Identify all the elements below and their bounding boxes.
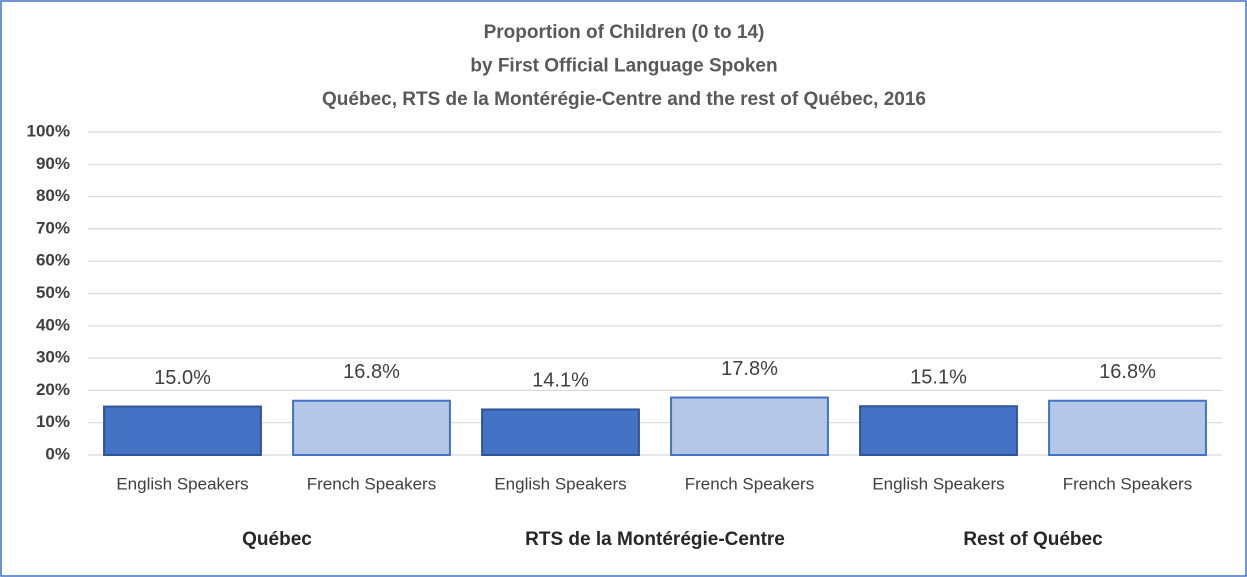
bar [103, 405, 262, 456]
group-label: RTS de la Montérégie-Centre [525, 529, 785, 550]
data-label: 15.0% [154, 367, 211, 389]
data-label: 16.8% [1099, 361, 1156, 383]
bar [859, 405, 1018, 456]
x-tick-label: English Speakers [116, 474, 248, 493]
y-tick-label: 90% [36, 154, 70, 173]
y-tick-label: 30% [36, 348, 70, 367]
x-tick-label: French Speakers [685, 474, 814, 493]
bar [670, 396, 829, 457]
y-tick-label: 0% [45, 444, 70, 463]
y-tick-label: 10% [36, 412, 70, 431]
y-tick-label: 80% [36, 186, 70, 205]
y-tick-label: 100% [27, 121, 70, 140]
y-tick-label: 20% [36, 380, 70, 399]
group-label: Rest of Québec [963, 529, 1103, 550]
chart-title: by First Official Language Spoken [470, 56, 777, 77]
y-tick-label: 50% [36, 283, 70, 302]
data-label: 15.1% [910, 367, 967, 389]
chart-title: Proportion of Children (0 to 14) [484, 22, 765, 43]
bar [1048, 399, 1207, 456]
y-tick-label: 60% [36, 251, 70, 270]
x-tick-label: English Speakers [494, 474, 626, 493]
y-tick-label: 70% [36, 218, 70, 237]
data-label: 14.1% [532, 370, 589, 392]
bar [481, 408, 640, 456]
data-label: 17.8% [721, 358, 778, 380]
x-tick-label: French Speakers [1063, 474, 1192, 493]
bar [292, 399, 451, 456]
x-tick-label: French Speakers [307, 474, 436, 493]
data-label: 16.8% [343, 361, 400, 383]
x-tick-label: English Speakers [872, 474, 1004, 493]
chart-title: Québec, RTS de la Montérégie-Centre and … [322, 89, 926, 110]
y-tick-label: 40% [36, 315, 70, 334]
group-label: Québec [242, 529, 312, 550]
